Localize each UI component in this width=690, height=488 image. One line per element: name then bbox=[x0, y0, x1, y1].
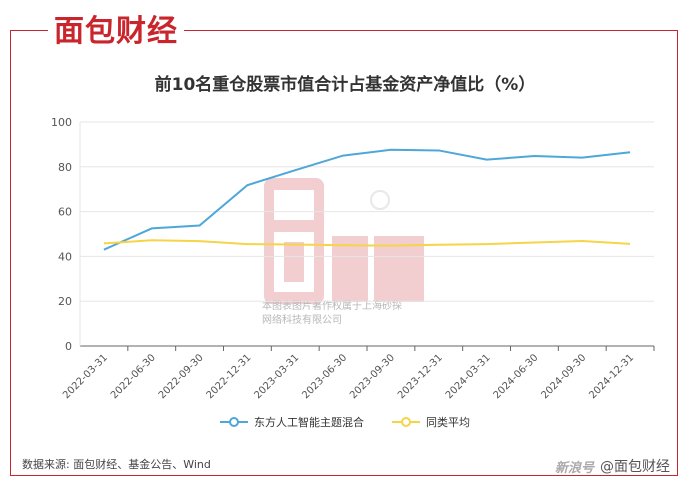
credit-mark: 新浪号 bbox=[554, 460, 594, 476]
credit-handle: @面包财经 bbox=[600, 459, 670, 475]
x-tick-label: 2023-12-31 bbox=[396, 352, 445, 401]
y-tick-label: 20 bbox=[58, 295, 72, 308]
y-tick-label: 80 bbox=[58, 161, 72, 174]
series-line-2 bbox=[103, 239, 631, 247]
data-source-note: 数据来源: 面包财经、基金公告、Wind bbox=[22, 458, 211, 471]
x-tick-label: 2024-12-31 bbox=[587, 352, 636, 401]
x-tick-label: 2023-06-30 bbox=[300, 352, 349, 401]
legend-item-series1[interactable]: 东方人工智能主题混合 bbox=[220, 414, 364, 430]
brand-logo-text: 面包财经 bbox=[54, 14, 178, 49]
legend-item-series2[interactable]: 同类平均 bbox=[392, 414, 470, 430]
legend-marker-series2 bbox=[392, 417, 420, 427]
y-tick-label: 100 bbox=[51, 116, 72, 129]
brand-logo: 面包财经 bbox=[48, 12, 184, 52]
chart-frame bbox=[10, 30, 678, 476]
series-line-1 bbox=[103, 148, 631, 251]
chart-legend: 东方人工智能主题混合 同类平均 bbox=[0, 414, 690, 430]
x-tick-label: 2023-03-31 bbox=[252, 352, 301, 401]
legend-label-series2: 同类平均 bbox=[426, 416, 470, 429]
credit-line: 新浪号 @面包财经 bbox=[555, 456, 670, 476]
chart-title: 前10名重仓股票市值合计占基金资产净值比（%） bbox=[154, 75, 536, 95]
y-tick-label: 40 bbox=[58, 250, 72, 263]
x-tick-label: 2022-12-31 bbox=[205, 352, 254, 401]
x-tick-label: 2022-09-30 bbox=[157, 352, 206, 401]
x-tick-label: 2022-03-31 bbox=[61, 352, 110, 401]
x-tick-label: 2022-06-30 bbox=[109, 352, 158, 401]
x-tick-label: 2024-06-30 bbox=[492, 352, 541, 401]
y-tick-label: 60 bbox=[58, 206, 72, 219]
x-tick-label: 2024-09-30 bbox=[539, 352, 588, 401]
legend-label-series1: 东方人工智能主题混合 bbox=[254, 416, 364, 429]
legend-marker-series1 bbox=[220, 417, 248, 427]
x-tick-label: 2023-09-30 bbox=[348, 352, 397, 401]
y-tick-label: 0 bbox=[65, 340, 72, 353]
x-tick-label: 2024-03-31 bbox=[444, 352, 493, 401]
